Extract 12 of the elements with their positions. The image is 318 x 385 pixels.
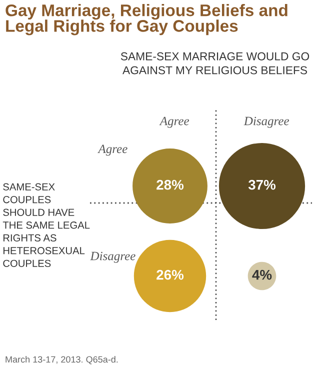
category-label: Agree [159,116,190,128]
text: March 13-17, 2013. Q65a-d. [6,356,118,364]
series-label: Agree [98,144,128,156]
text: SAME-SEX MARRIAGE WOULD GO AGAINST MY RELIGIOUS BELIEFS [120,52,310,74]
data-label: 26% [156,270,184,280]
data-label: 4% [252,270,272,280]
data-label: 28% [156,180,184,190]
text: SAME-SEX COUPLES SHOULD HAVE THE SAME LEGAL RIGHTS AS HETEROSEXUAL COUPLES [2,183,90,267]
data-label: 37% [248,180,276,190]
category-label: Disagree [244,116,289,128]
text: Gay Marriage, Religious Beliefs and Legal Rights for Gay Couples [6,4,288,36]
series-label: Disagree [90,252,136,263]
